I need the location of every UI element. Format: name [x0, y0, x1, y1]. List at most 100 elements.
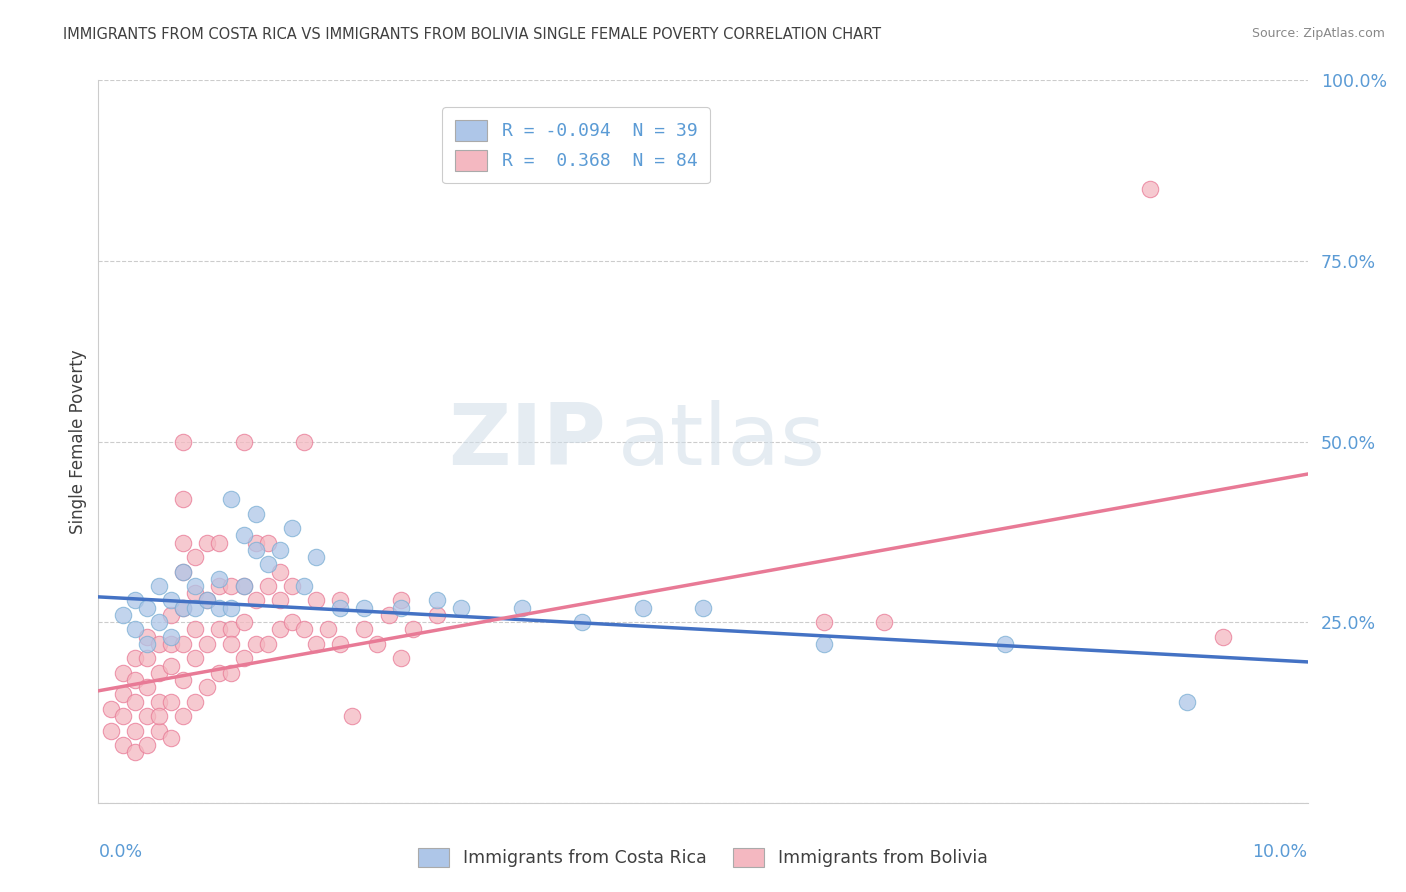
Legend: R = -0.094  N = 39, R =  0.368  N = 84: R = -0.094 N = 39, R = 0.368 N = 84	[441, 107, 710, 184]
Point	[292, 579, 315, 593]
Point	[135, 637, 157, 651]
Point	[184, 579, 207, 593]
Point	[232, 579, 254, 593]
Point	[148, 709, 170, 723]
Point	[160, 695, 183, 709]
Point	[124, 651, 146, 665]
Point	[135, 651, 157, 665]
Point	[305, 593, 328, 607]
Point	[124, 623, 146, 637]
Point	[124, 723, 146, 738]
Point	[269, 542, 291, 557]
Point	[269, 593, 291, 607]
Point	[195, 593, 218, 607]
Point	[172, 535, 194, 549]
Point	[208, 579, 231, 593]
Point	[135, 709, 157, 723]
Point	[389, 600, 412, 615]
Point	[245, 535, 267, 549]
Point	[221, 579, 243, 593]
Point	[148, 723, 170, 738]
Point	[221, 600, 243, 615]
Point	[232, 651, 254, 665]
Point	[172, 673, 194, 687]
Point	[221, 665, 243, 680]
Point	[124, 593, 146, 607]
Text: ZIP: ZIP	[449, 400, 606, 483]
Point	[813, 637, 835, 651]
Point	[305, 550, 328, 565]
Point	[184, 651, 207, 665]
Point	[160, 630, 183, 644]
Point	[208, 623, 231, 637]
Point	[184, 695, 207, 709]
Point	[813, 615, 835, 630]
Point	[256, 558, 278, 572]
Point	[160, 593, 183, 607]
Point	[111, 738, 134, 752]
Point	[208, 665, 231, 680]
Point	[873, 615, 896, 630]
Point	[269, 565, 291, 579]
Point	[208, 535, 231, 549]
Point	[195, 680, 218, 694]
Point	[195, 637, 218, 651]
Point	[1212, 630, 1234, 644]
Point	[172, 434, 194, 449]
Point	[135, 680, 157, 694]
Point	[450, 600, 472, 615]
Point	[172, 709, 194, 723]
Point	[160, 658, 183, 673]
Point	[245, 637, 267, 651]
Point	[148, 637, 170, 651]
Point	[256, 637, 278, 651]
Point	[329, 600, 352, 615]
Text: 10.0%: 10.0%	[1253, 843, 1308, 861]
Point	[426, 593, 449, 607]
Point	[571, 615, 593, 630]
Point	[135, 630, 157, 644]
Point	[353, 600, 375, 615]
Point	[232, 528, 254, 542]
Point	[389, 651, 412, 665]
Point	[135, 738, 157, 752]
Point	[692, 600, 714, 615]
Point	[148, 579, 170, 593]
Y-axis label: Single Female Poverty: Single Female Poverty	[69, 350, 87, 533]
Point	[111, 607, 134, 622]
Point	[281, 579, 304, 593]
Point	[160, 607, 183, 622]
Text: Source: ZipAtlas.com: Source: ZipAtlas.com	[1251, 27, 1385, 40]
Point	[316, 623, 339, 637]
Point	[184, 600, 207, 615]
Point	[111, 665, 134, 680]
Point	[184, 550, 207, 565]
Point	[172, 637, 194, 651]
Point	[269, 623, 291, 637]
Point	[281, 615, 304, 630]
Point	[1139, 182, 1161, 196]
Point	[148, 695, 170, 709]
Point	[232, 579, 254, 593]
Point	[124, 745, 146, 759]
Point	[292, 434, 315, 449]
Point	[100, 702, 122, 716]
Point	[245, 542, 267, 557]
Point	[184, 586, 207, 600]
Point	[172, 600, 194, 615]
Point	[426, 607, 449, 622]
Point	[232, 434, 254, 449]
Point	[195, 535, 218, 549]
Point	[111, 687, 134, 701]
Point	[172, 492, 194, 507]
Point	[329, 593, 352, 607]
Point	[256, 579, 278, 593]
Point	[208, 600, 231, 615]
Point	[124, 695, 146, 709]
Point	[631, 600, 654, 615]
Point	[1175, 695, 1198, 709]
Legend: Immigrants from Costa Rica, Immigrants from Bolivia: Immigrants from Costa Rica, Immigrants f…	[411, 841, 995, 874]
Point	[221, 637, 243, 651]
Point	[245, 593, 267, 607]
Point	[245, 507, 267, 521]
